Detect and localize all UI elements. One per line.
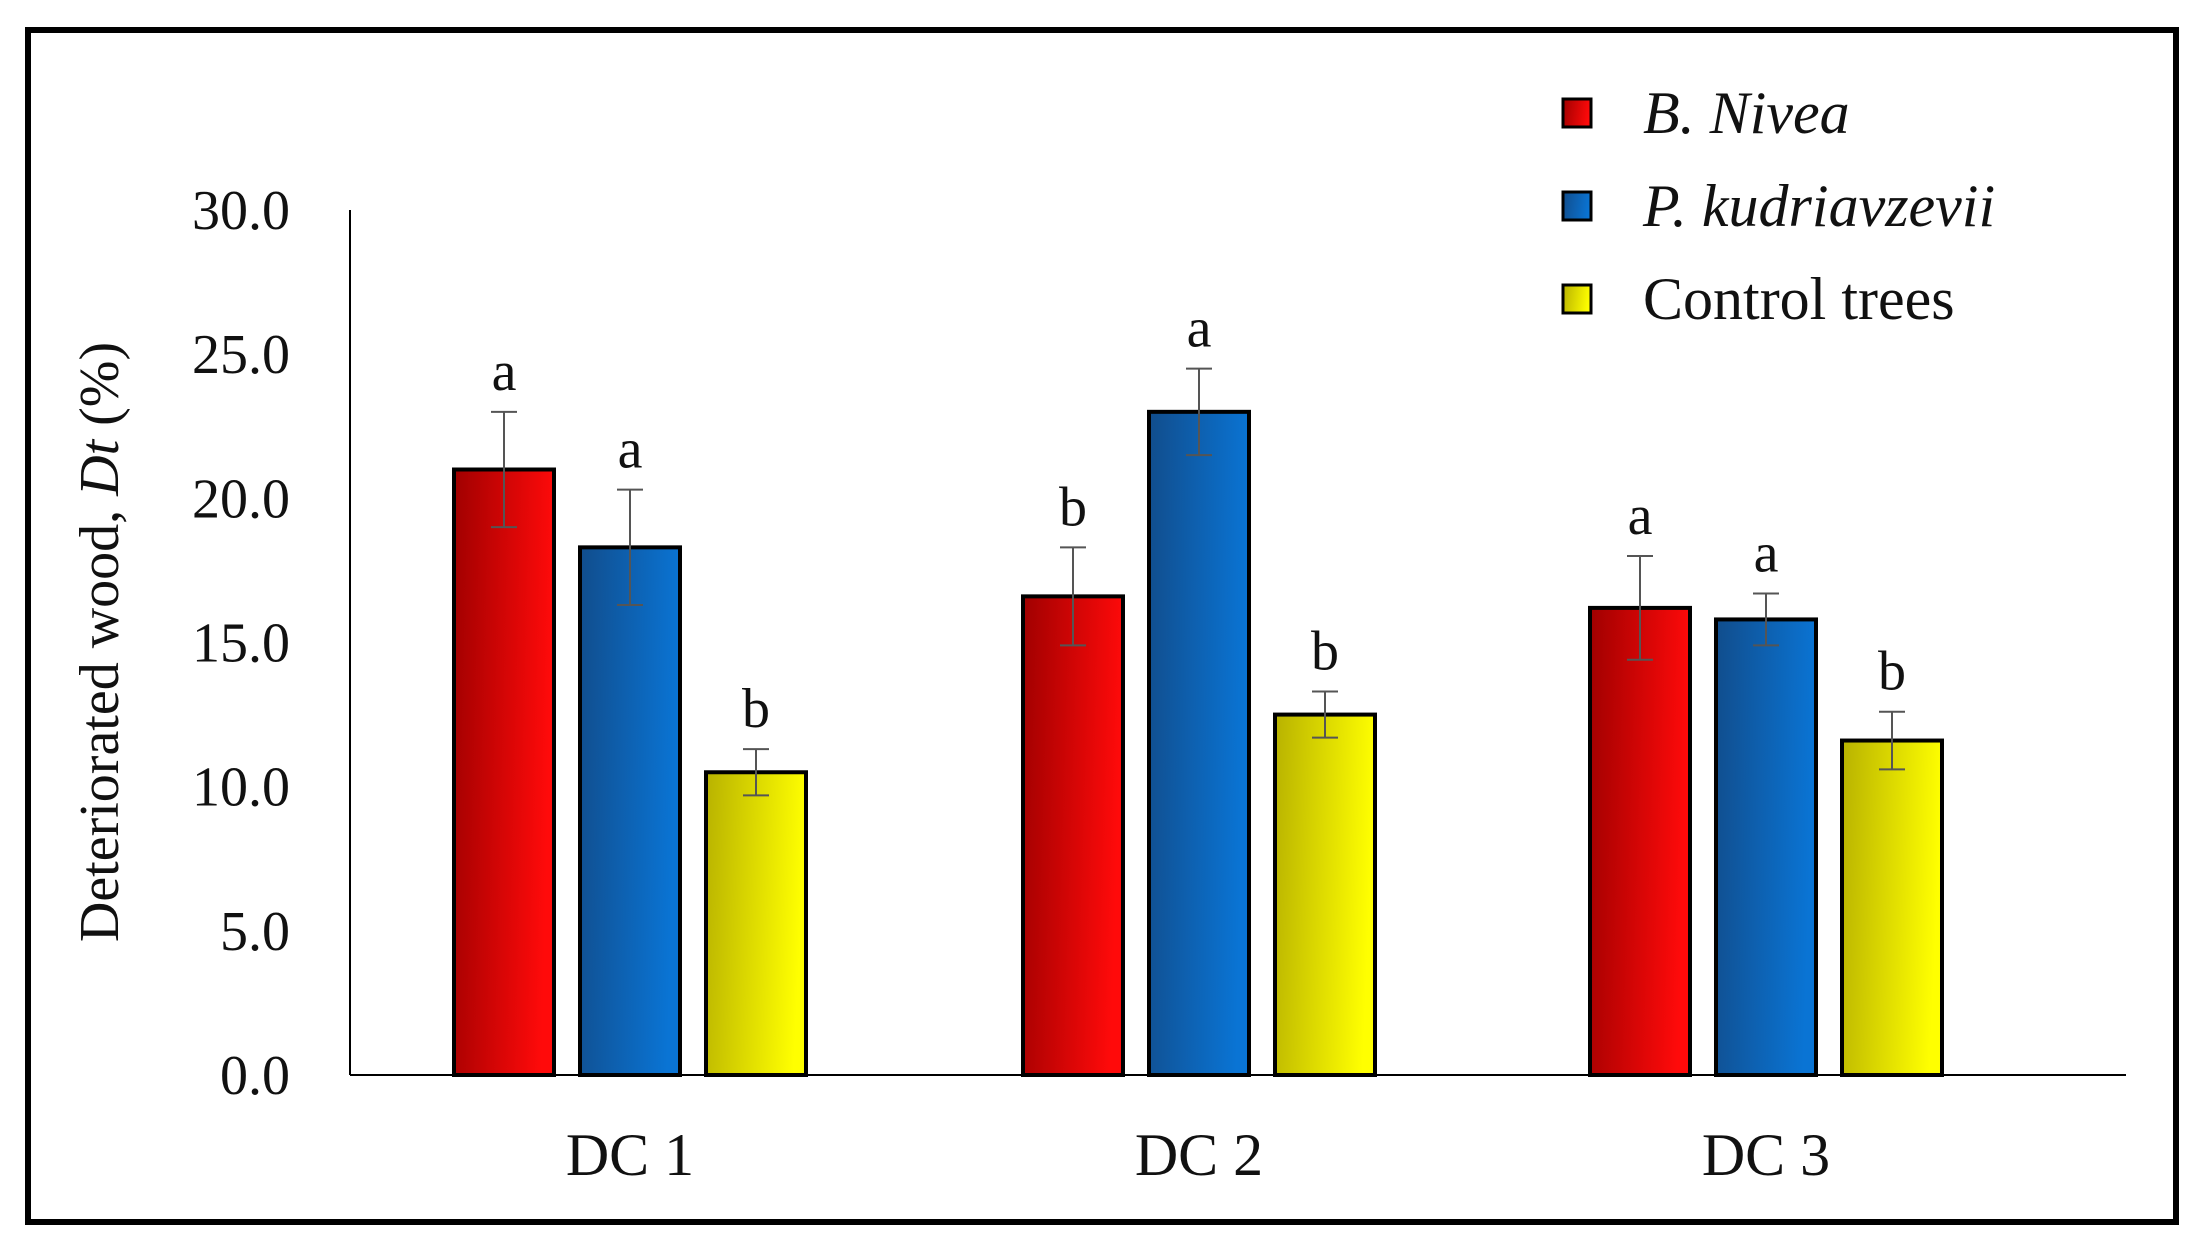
y-tick-label: 20.0 xyxy=(192,468,290,530)
legend-swatch xyxy=(1561,190,1593,222)
legend-swatch xyxy=(1561,283,1593,315)
legend: B. Nivea P. kudriavzevii Control trees xyxy=(1561,80,1995,332)
legend-swatch xyxy=(1561,97,1593,129)
y-tick-label: 30.0 xyxy=(192,180,290,242)
significance-letter: a xyxy=(492,341,517,403)
significance-letter: b xyxy=(742,678,770,740)
bar xyxy=(704,770,808,1077)
y-tick-label: 15.0 xyxy=(192,613,290,675)
labels: 0.0 5.0 10.0 15.0 20.0 25.0 30.0 Deteriorated w… xyxy=(69,180,1906,1188)
y-tick-label: 0.0 xyxy=(220,1045,290,1107)
bars xyxy=(452,367,1944,1078)
bar xyxy=(1273,712,1377,1077)
bar xyxy=(452,467,556,1077)
legend-label: P. kudriavzevii xyxy=(1642,173,1995,239)
significance-letter: b xyxy=(1878,641,1906,703)
bar xyxy=(1021,594,1125,1077)
x-category-label: DC 2 xyxy=(1135,1122,1263,1188)
bar xyxy=(1714,617,1818,1078)
x-category-label: DC 3 xyxy=(1702,1122,1830,1188)
legend-label: B. Nivea xyxy=(1643,80,1850,146)
y-tick-label: 5.0 xyxy=(220,901,290,963)
significance-letter: a xyxy=(618,419,643,481)
legend-label: Control trees xyxy=(1643,266,1955,332)
bar xyxy=(1840,738,1944,1077)
significance-letter: a xyxy=(1754,522,1779,584)
y-tick-label: 10.0 xyxy=(192,757,290,819)
x-category-label: DC 1 xyxy=(566,1122,694,1188)
bar xyxy=(1588,605,1692,1078)
significance-letter: a xyxy=(1628,485,1653,547)
bar xyxy=(578,545,682,1077)
y-tick-label: 25.0 xyxy=(192,324,290,386)
significance-letter: b xyxy=(1059,476,1087,538)
y-axis-title: Deteriorated wood, Dt (%) xyxy=(69,342,131,942)
significance-letter: b xyxy=(1311,621,1339,683)
bar xyxy=(1147,409,1251,1078)
significance-letter: a xyxy=(1187,298,1212,360)
